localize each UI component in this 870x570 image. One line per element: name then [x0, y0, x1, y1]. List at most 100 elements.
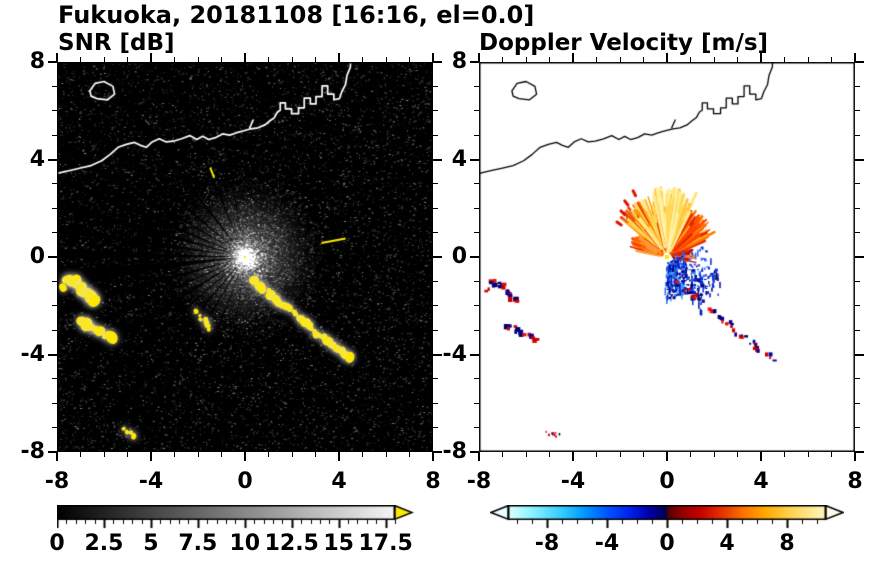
axis-tick	[474, 207, 479, 209]
axis-tick	[713, 452, 715, 457]
axis-tick	[737, 57, 738, 62]
axis-tick	[385, 57, 387, 62]
tick-label: 0	[659, 469, 675, 494]
axis-tick	[52, 85, 57, 87]
axis-tick	[433, 183, 438, 185]
axis-tick	[433, 329, 438, 331]
tick-label: 4	[451, 146, 467, 172]
axis-tick	[268, 57, 269, 62]
axis-tick	[478, 452, 480, 461]
axis-tick	[855, 427, 860, 429]
snr-colorbar	[57, 505, 421, 535]
axis-tick	[596, 452, 597, 457]
axis-tick	[855, 378, 860, 380]
tick-label: 5	[143, 531, 159, 556]
axis-tick	[103, 57, 105, 62]
axis-tick	[854, 53, 856, 62]
axis-tick	[474, 183, 479, 185]
axis-tick	[807, 452, 809, 457]
axis-tick	[855, 183, 860, 185]
axis-tick	[474, 134, 479, 136]
axis-tick	[52, 183, 57, 185]
axis-tick	[362, 57, 363, 62]
axis-tick	[433, 85, 438, 87]
tick-label: 12.5	[264, 531, 319, 556]
axis-tick	[784, 452, 785, 457]
axis-tick	[807, 57, 809, 62]
axis-tick	[470, 61, 479, 63]
axis-tick	[525, 452, 527, 457]
axis-tick	[433, 378, 438, 380]
tick-label: -4	[594, 531, 620, 556]
axis-tick	[760, 452, 762, 461]
axis-tick	[315, 57, 316, 62]
tick-label: 8	[847, 469, 863, 494]
axis-tick	[432, 53, 434, 62]
tick-label: 8	[779, 531, 795, 556]
axis-tick	[48, 256, 57, 258]
axis-tick	[52, 378, 57, 380]
axis-tick	[690, 57, 691, 62]
axis-tick	[291, 57, 293, 62]
tick-label: 0	[659, 531, 675, 556]
axis-tick	[409, 57, 410, 62]
snr-panel-title: SNR [dB]	[58, 30, 175, 56]
axis-tick	[52, 402, 57, 404]
axis-tick	[221, 57, 222, 62]
axis-tick	[596, 57, 597, 62]
tick-label: 2.5	[84, 531, 124, 556]
axis-tick	[127, 452, 128, 457]
axis-tick	[474, 427, 479, 429]
tick-label: 4	[753, 469, 769, 494]
axis-tick	[433, 353, 442, 356]
axis-tick	[197, 57, 199, 62]
axis-tick	[855, 305, 860, 307]
axis-tick	[643, 452, 644, 457]
axis-tick	[854, 452, 856, 461]
axis-tick	[831, 452, 832, 457]
axis-tick	[127, 57, 128, 62]
axis-tick	[338, 452, 340, 461]
axis-tick	[80, 57, 81, 62]
axis-tick	[855, 402, 860, 404]
tick-label: -4	[138, 469, 164, 494]
doppler-radar-plot	[479, 62, 855, 452]
axis-tick	[470, 353, 479, 356]
tick-label: -4	[560, 469, 586, 494]
axis-tick	[52, 134, 57, 136]
axis-tick	[48, 158, 57, 161]
axis-tick	[760, 53, 762, 62]
axis-tick	[855, 329, 860, 331]
axis-tick	[619, 452, 621, 457]
snr-radar-plot	[57, 62, 433, 452]
axis-tick	[855, 256, 864, 258]
axis-tick	[56, 53, 58, 62]
axis-tick	[52, 110, 57, 112]
tick-label: 8	[29, 49, 45, 74]
axis-tick	[52, 305, 57, 307]
axis-tick	[174, 452, 175, 457]
axis-tick	[855, 451, 864, 453]
axis-tick	[338, 53, 340, 62]
axis-tick	[643, 57, 644, 62]
axis-tick	[666, 452, 668, 461]
tick-label: -4	[20, 341, 45, 367]
axis-tick	[244, 53, 246, 62]
axis-tick	[244, 452, 246, 461]
axis-tick	[433, 232, 438, 234]
axis-tick	[474, 232, 479, 234]
axis-tick	[52, 427, 57, 429]
axis-tick	[174, 57, 175, 62]
axis-tick	[362, 452, 363, 457]
axis-tick	[855, 280, 860, 282]
axis-tick	[433, 256, 442, 258]
axis-tick	[474, 378, 479, 380]
doppler-colorbar	[490, 505, 844, 535]
axis-tick	[474, 329, 479, 331]
axis-tick	[549, 452, 550, 457]
axis-tick	[525, 57, 527, 62]
axis-tick	[619, 57, 621, 62]
axis-tick	[433, 110, 438, 112]
tick-label: 0	[49, 531, 65, 556]
axis-tick	[409, 452, 410, 457]
